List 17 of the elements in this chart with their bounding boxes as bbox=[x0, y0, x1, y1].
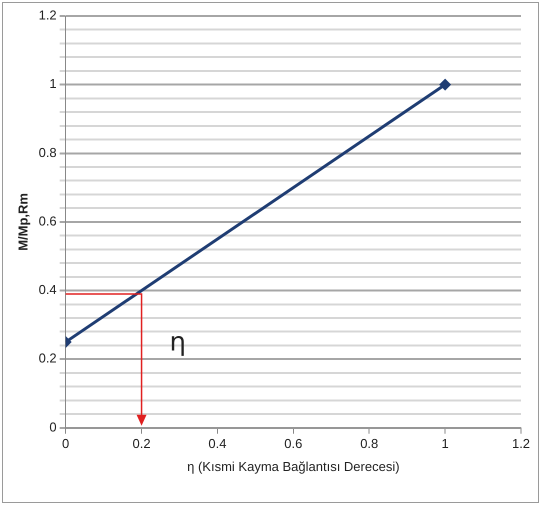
y-tick-label: 0.8 bbox=[38, 144, 57, 160]
x-tick-label: 1 bbox=[441, 436, 449, 452]
x-tick-label: 0.4 bbox=[208, 436, 226, 452]
x-tick-label: 0 bbox=[62, 436, 70, 452]
annotation: η bbox=[170, 328, 186, 358]
x-tick-label: 1.2 bbox=[512, 436, 530, 452]
y-axis-title: M/Mp,Rm bbox=[15, 193, 30, 251]
x-tick-label: 0.8 bbox=[360, 436, 378, 452]
y-tick-label: 0 bbox=[49, 419, 57, 434]
y-tick-label: 1.2 bbox=[38, 8, 57, 23]
x-axis-title: η (Kısmi Kayma Bağlantısı Derecesi) bbox=[187, 458, 400, 474]
y-tick-label: 0.4 bbox=[38, 282, 57, 298]
y-tick-label: 0.2 bbox=[38, 350, 57, 366]
x-tick-label: 0.6 bbox=[284, 436, 302, 452]
y-tick-label: 1 bbox=[49, 76, 57, 92]
x-tick-label: 0.2 bbox=[132, 436, 151, 452]
y-tick-label: 0.6 bbox=[38, 213, 57, 228]
